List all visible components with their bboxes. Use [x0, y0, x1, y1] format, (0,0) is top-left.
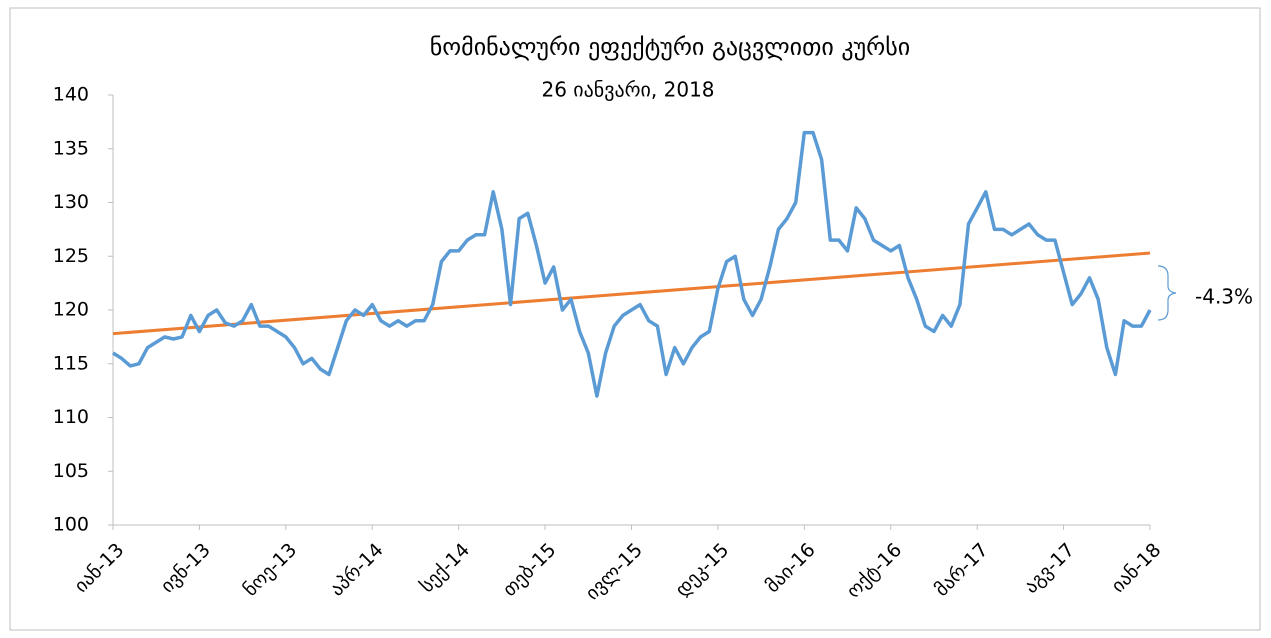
y-tick-label: 120: [53, 299, 89, 321]
y-tick-label: 130: [53, 191, 89, 213]
y-tick-label: 125: [53, 245, 89, 267]
y-tick-label: 110: [53, 406, 89, 428]
data-line: [112, 130, 1152, 398]
chart-title: ნომინალური ეფექტური გაცვლითი კურსი: [430, 33, 910, 61]
y-tick-label: 100: [53, 514, 89, 536]
y-tick-label: 140: [53, 84, 89, 106]
trend-line: [112, 251, 1151, 336]
y-tick-label: 105: [53, 460, 89, 482]
chart-border: [9, 7, 1261, 631]
y-tick-label: 135: [53, 137, 89, 159]
chart-subtitle: 26 იანვარი, 2018: [541, 78, 714, 102]
brace: [1157, 265, 1177, 321]
annotation: -4.3%: [1195, 285, 1253, 309]
y-tick-label: 115: [53, 352, 89, 374]
